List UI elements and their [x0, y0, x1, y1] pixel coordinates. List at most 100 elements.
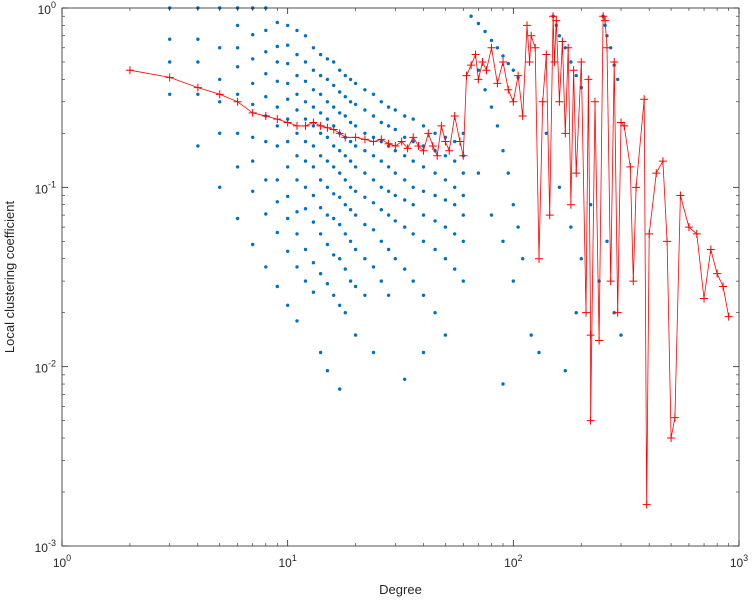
- data-point: [251, 33, 255, 37]
- data-point: [516, 225, 520, 229]
- data-point: [433, 193, 437, 198]
- data-point: [371, 350, 376, 355]
- data-point: [489, 105, 494, 109]
- plot-frame: [61, 7, 740, 547]
- mean-point: [602, 43, 611, 52]
- data-point: [311, 144, 316, 148]
- data-point: [251, 135, 255, 139]
- mean-point: [504, 85, 513, 94]
- data-point: [295, 108, 299, 112]
- mean-point: [549, 12, 558, 21]
- mean-point: [545, 211, 554, 220]
- data-point: [338, 387, 342, 391]
- x-axis-label: Degree: [379, 582, 422, 597]
- data-point: [557, 185, 562, 189]
- mean-point: [531, 43, 540, 52]
- data-point: [218, 46, 222, 50]
- data-point: [286, 303, 290, 307]
- data-point: [343, 114, 347, 118]
- mean-point: [445, 146, 454, 155]
- data-point: [196, 60, 200, 64]
- data-point: [343, 232, 347, 236]
- data-point: [311, 220, 316, 224]
- mean-point: [309, 118, 318, 127]
- data-point: [411, 117, 415, 121]
- mean-point: [617, 118, 626, 127]
- mean-point: [414, 142, 423, 151]
- mean-point: [676, 191, 685, 200]
- mean-point: [450, 111, 459, 120]
- mean-point: [369, 137, 378, 146]
- data-point: [325, 77, 330, 82]
- data-point: [251, 57, 255, 61]
- y-tick-label: 10-2: [35, 359, 56, 376]
- data-point: [544, 131, 548, 135]
- data-point: [443, 333, 448, 337]
- data-point: [343, 154, 347, 158]
- data-point: [619, 333, 623, 337]
- data-point: [264, 212, 268, 216]
- data-point: [332, 144, 336, 148]
- data-point: [303, 159, 308, 163]
- data-point: [411, 159, 415, 163]
- data-point: [235, 165, 240, 169]
- data-point: [348, 279, 353, 283]
- data-point: [557, 34, 562, 38]
- mean-point: [474, 75, 483, 84]
- data-point: [353, 284, 358, 289]
- data-point: [325, 135, 330, 139]
- data-point: [363, 257, 367, 261]
- data-point: [348, 208, 353, 212]
- data-point: [353, 333, 358, 337]
- mean-point: [555, 97, 564, 106]
- data-point: [275, 144, 279, 148]
- mean-point: [561, 129, 570, 138]
- series-layer: [125, 6, 733, 509]
- mean-point: [509, 97, 518, 106]
- data-point: [218, 100, 222, 104]
- data-point: [348, 77, 353, 82]
- data-point: [443, 198, 448, 202]
- mean-point: [535, 254, 544, 263]
- data-point: [325, 282, 330, 286]
- data-point: [295, 319, 299, 323]
- data-point: [318, 178, 323, 182]
- mean-point: [397, 137, 406, 146]
- data-point: [393, 149, 397, 153]
- data-point: [453, 232, 457, 236]
- mean-point: [351, 133, 360, 142]
- mean-point: [165, 73, 174, 82]
- data-point: [318, 272, 323, 276]
- data-point: [286, 194, 290, 199]
- data-point: [338, 303, 342, 307]
- data-point: [511, 203, 515, 207]
- data-point: [264, 265, 268, 269]
- data-point: [403, 377, 407, 381]
- mean-point: [437, 121, 446, 130]
- x-tick-label: 102: [504, 553, 522, 570]
- mean-point: [391, 142, 400, 151]
- mean-point: [419, 146, 428, 155]
- mean-point: [293, 121, 302, 130]
- data-point: [393, 193, 397, 198]
- data-point: [443, 154, 448, 158]
- mean-point: [499, 57, 508, 66]
- data-point: [489, 38, 494, 43]
- data-point: [501, 149, 505, 153]
- data-point: [196, 92, 200, 97]
- data-point: [343, 178, 347, 182]
- data-point: [511, 279, 515, 283]
- data-point: [318, 232, 323, 236]
- data-point: [579, 257, 583, 261]
- mean-point: [629, 277, 638, 286]
- data-point: [461, 279, 465, 283]
- data-point: [343, 73, 347, 78]
- data-point: [411, 185, 415, 189]
- data-point: [303, 117, 308, 121]
- data-point: [386, 213, 391, 217]
- data-point: [403, 267, 407, 271]
- data-point: [251, 159, 255, 163]
- data-point: [461, 239, 465, 243]
- data-point: [403, 135, 407, 139]
- mean-point: [514, 71, 523, 80]
